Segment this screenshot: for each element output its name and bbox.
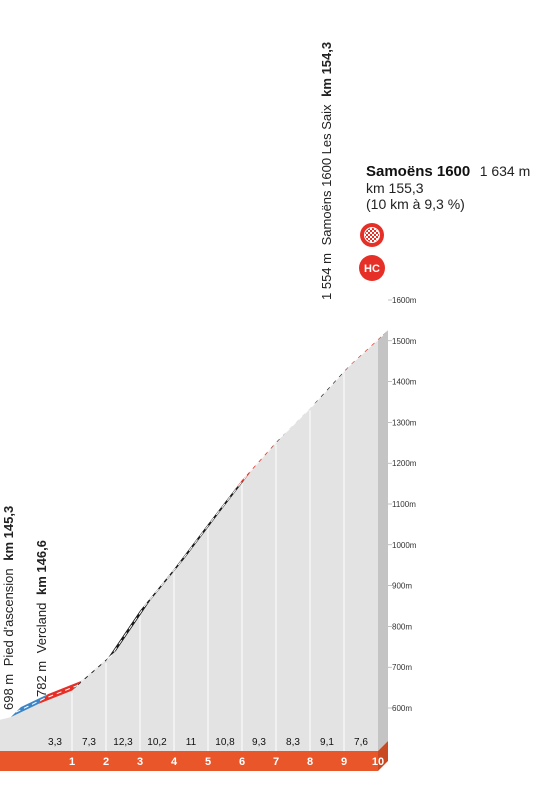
y-tick-label: 1000m [392, 541, 417, 550]
y-tick-label: 700m [392, 663, 412, 672]
km-label: 8 [307, 756, 313, 768]
y-tick-label: 1100m [392, 500, 416, 509]
y-tick-label: 1200m [392, 459, 417, 468]
y-tick-label: 1600m [392, 296, 417, 305]
km-label: 5 [205, 756, 211, 768]
gradient-label: 10,2 [147, 737, 167, 748]
finish-flag-icon [360, 223, 384, 247]
km-label: 3 [137, 756, 143, 768]
gradient-label: 9,3 [252, 737, 266, 748]
annotation-start2: 782 m Vercland km 146,6 [34, 540, 49, 697]
base-layer [0, 330, 388, 771]
annotation-mid: 1 554 m Samoëns 1600 Les Saix km 154,3 [319, 42, 334, 300]
gradient-label: 3,3 [48, 737, 62, 748]
y-tick-label: 600m [392, 704, 412, 713]
y-tick-label: 1400m [392, 378, 417, 387]
summit-detail: (10 km à 9,3 %) [366, 196, 465, 212]
road-layer [10, 330, 388, 718]
summit-line1: Samoëns 1600 1 634 m [366, 163, 530, 180]
grid-layer [71, 299, 392, 751]
km-label: 10 [372, 756, 384, 768]
y-tick-label: 1300m [392, 418, 417, 427]
gradient-label: 11 [186, 737, 197, 748]
gradient-label: 8,3 [286, 737, 300, 748]
km-label: 7 [273, 756, 279, 768]
km-band [0, 751, 379, 771]
km-label: 9 [341, 756, 347, 768]
km-label: 4 [171, 756, 178, 768]
road-segment-black [269, 361, 354, 450]
gradient-label: 9,1 [320, 737, 334, 748]
y-tick-label: 1500m [392, 337, 417, 346]
km-label: 1 [69, 756, 75, 768]
gradient-label: 12,3 [113, 737, 133, 748]
category-label: HC [364, 263, 380, 275]
category-badge: HC [359, 255, 385, 281]
gradient-label: 10,8 [215, 737, 235, 748]
summit-altitude: 1 634 m [480, 163, 531, 179]
road-segment-blue [10, 694, 49, 718]
km-label: 2 [103, 756, 109, 768]
profile-side [378, 330, 388, 751]
gradient-label: 7,6 [354, 737, 368, 748]
summit-km: km 155,3 [366, 180, 424, 196]
km-label: 6 [239, 756, 245, 768]
y-tick-label: 900m [392, 582, 412, 591]
summit-name: Samoëns 1600 [366, 163, 470, 180]
annotation-start1: 698 m Pied d'ascension km 145,3 [1, 506, 16, 710]
profile-area [0, 340, 378, 751]
gradient-label: 7,3 [82, 737, 96, 748]
y-tick-label: 800m [392, 622, 412, 631]
km-band-side [378, 741, 388, 771]
road-centerline [15, 334, 384, 713]
text-layer: 698 m Pied d'ascension km 145,3 782 m Ve… [1, 42, 530, 768]
